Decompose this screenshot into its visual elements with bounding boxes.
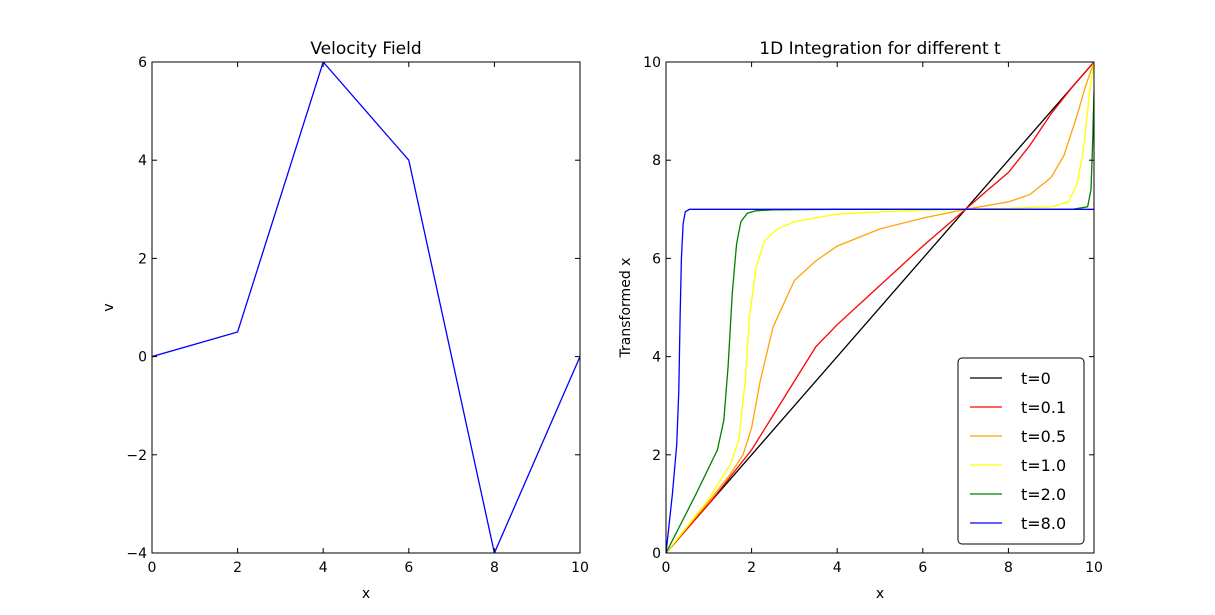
x-tick-label: 2 <box>747 560 756 576</box>
x-axis-label: x <box>876 586 884 602</box>
y-tick-label: 6 <box>652 251 661 267</box>
x-tick-label: 6 <box>918 560 927 576</box>
series-group <box>152 62 580 553</box>
x-tick-label: 0 <box>662 560 671 576</box>
x-tick-label: 2 <box>233 560 242 576</box>
chart-title: 1D Integration for different t <box>759 39 1001 59</box>
y-tick-label: 6 <box>138 55 147 71</box>
y-tick-label: 2 <box>652 448 661 464</box>
legend-entry: t=8.0 <box>1021 514 1066 533</box>
y-axis-label: v <box>101 303 117 311</box>
y-tick-label: 4 <box>138 153 147 169</box>
axes-frame <box>151 61 581 554</box>
axes-frame <box>665 61 1095 554</box>
legend-entry: t=2.0 <box>1021 485 1066 504</box>
series-line-t-1-0 <box>666 62 1094 553</box>
series-line-t-2-0 <box>666 91 1094 553</box>
x-tick-label: 6 <box>404 560 413 576</box>
chart-title: Velocity Field <box>310 39 421 59</box>
x-tick-label: 4 <box>833 560 842 576</box>
legend: t=0 t=0.1 t=0.5 t=1.0 t=2.0 t=8.0 <box>957 357 1085 545</box>
y-tick-label: 0 <box>652 546 661 562</box>
x-tick-label: 8 <box>1004 560 1013 576</box>
y-tick-label: 10 <box>643 55 661 71</box>
x-axis-label: x <box>362 586 370 602</box>
y-axis-label: Transformed x <box>618 258 634 359</box>
y-tick-label: 4 <box>652 350 661 366</box>
series-line-t-0-5 <box>666 62 1094 553</box>
y-tick-label: −2 <box>126 448 147 464</box>
y-tick-label: −4 <box>126 546 147 562</box>
series-line-0 <box>152 62 580 553</box>
legend-entry: t=0.1 <box>1021 398 1066 417</box>
integration-chart: 0 2 4 6 8 10 0 2 4 6 8 10 1D Integration for differe… <box>618 39 1103 602</box>
series-line-t-0-1 <box>666 62 1094 553</box>
series-line-t-8-0 <box>666 208 1094 553</box>
x-tick-label: 4 <box>319 560 328 576</box>
legend-entry: t=0 <box>1021 369 1051 388</box>
x-tick-label: 10 <box>571 560 589 576</box>
y-tick-label: 0 <box>138 350 147 366</box>
x-tick-label: 8 <box>490 560 499 576</box>
legend-entry: t=1.0 <box>1021 456 1066 475</box>
x-tick-label: 0 <box>148 560 157 576</box>
y-tick-label: 8 <box>652 153 661 169</box>
legend-box <box>957 357 1085 545</box>
series-group <box>666 62 1094 553</box>
series-line-t-0 <box>666 62 1094 553</box>
y-tick-label: 2 <box>138 251 147 267</box>
x-tick-label: 10 <box>1085 560 1103 576</box>
legend-entry: t=0.5 <box>1021 427 1066 446</box>
velocity-field-chart: 0 2 4 6 8 10 −4 −2 0 2 4 6 Velocity Field x v <box>101 39 589 602</box>
